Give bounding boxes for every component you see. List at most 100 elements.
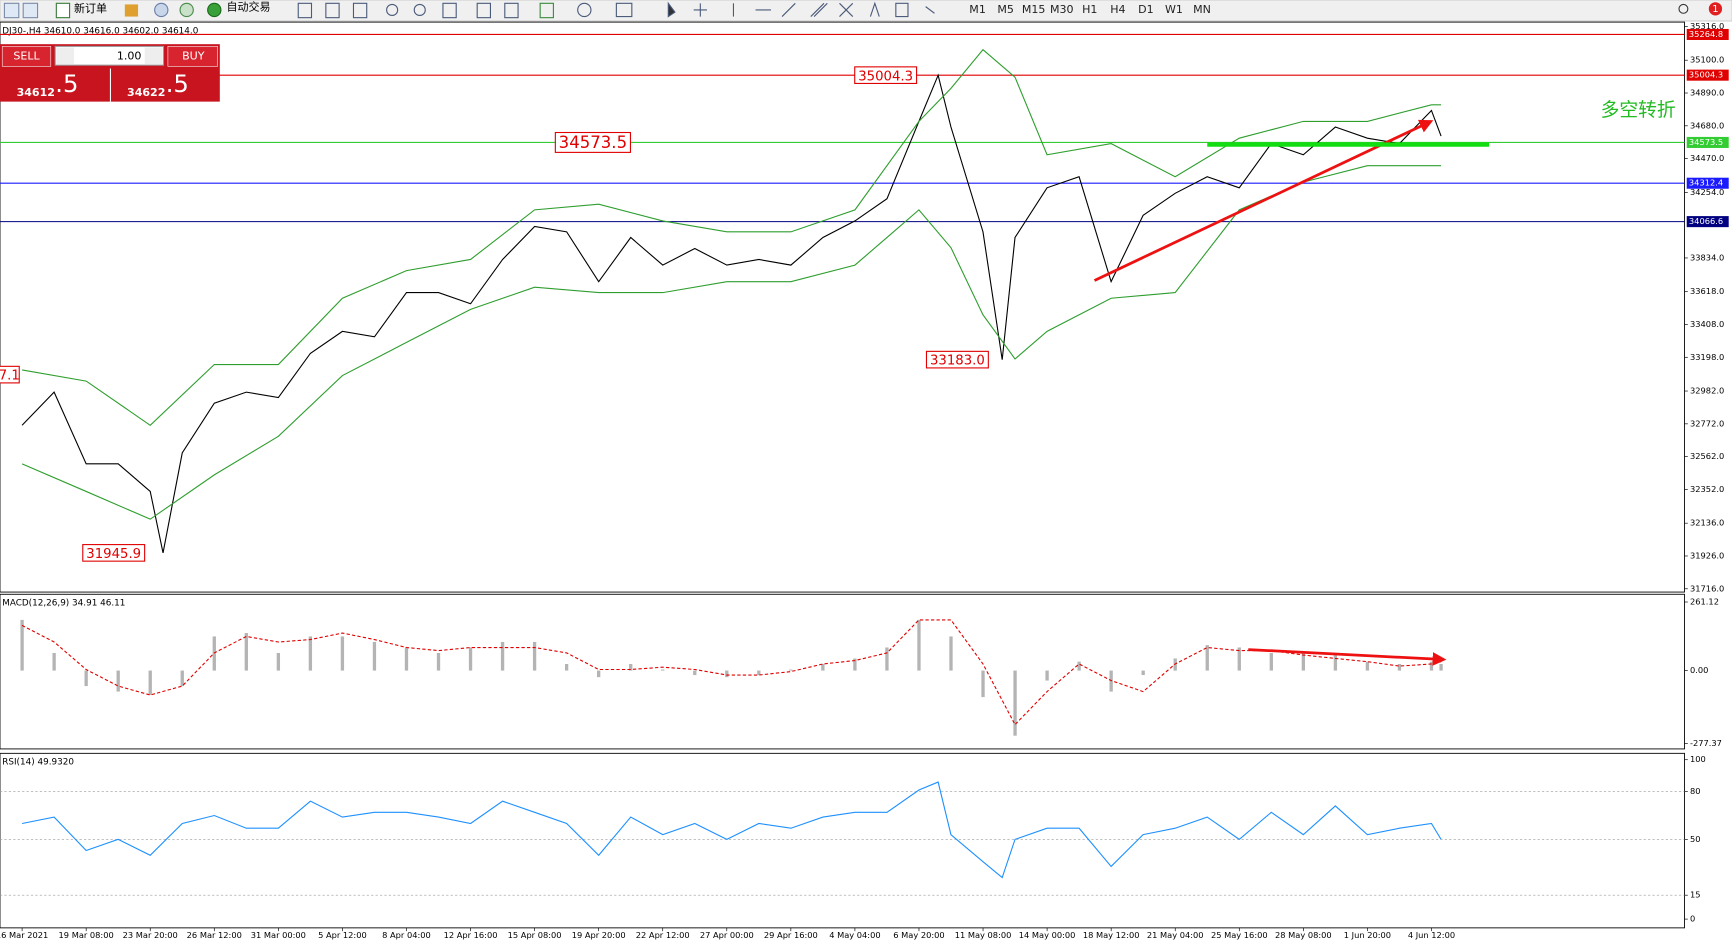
sell-button[interactable] [1, 46, 52, 67]
histogram-bar [436, 652, 441, 671]
buy-button[interactable] [167, 46, 218, 67]
price-annotation-box [82, 544, 146, 562]
trendline[interactable] [781, 2, 796, 17]
icon[interactable] [154, 2, 169, 18]
price-tag-label: 34573.5 [1689, 137, 1723, 147]
histogram-bar [1205, 645, 1209, 671]
new-order-button[interactable]: 新订单 [74, 1, 107, 15]
shapes[interactable] [925, 6, 935, 14]
notification-badge[interactable] [1708, 2, 1723, 16]
y-tick-label: 100 [1690, 754, 1706, 764]
y-tick-label: 34470.0 [1690, 153, 1724, 163]
x-tick-label: 19 Apr 20:00 [572, 930, 626, 940]
histogram-bar [789, 669, 793, 671]
histogram-bar [564, 664, 569, 671]
y-tick-label: 0 [1690, 914, 1695, 924]
x-tick-label: 31 Mar 00:00 [251, 930, 306, 940]
histogram-bar [693, 670, 697, 676]
timeframe-button[interactable]: MN [1193, 3, 1211, 16]
zoom-in[interactable] [386, 3, 399, 17]
icon[interactable] [22, 2, 39, 19]
histogram-bar [1365, 661, 1370, 671]
x-tick-label: 12 Apr 16:00 [444, 930, 498, 940]
side-note: 多空转折 [1601, 99, 1676, 121]
icon[interactable] [3, 2, 20, 19]
icon[interactable] [325, 2, 340, 19]
timeframe-button[interactable]: D1 [1138, 3, 1154, 16]
icon[interactable] [476, 2, 491, 19]
histogram-bar [597, 670, 601, 678]
indicators[interactable] [539, 2, 554, 19]
volume-value[interactable]: 1.00 [117, 49, 142, 62]
y-tick-label: 31716.0 [1690, 583, 1724, 593]
crosshair[interactable] [693, 3, 707, 17]
timeframe-button[interactable]: M15 [1022, 3, 1046, 16]
buy-price[interactable]: 34622 [127, 86, 165, 99]
timeframe-button[interactable]: M1 [969, 3, 986, 16]
icon[interactable] [442, 2, 457, 19]
templates[interactable] [615, 2, 633, 18]
fibo[interactable] [839, 2, 854, 17]
macd-panel [0, 593, 1685, 750]
search[interactable] [1678, 3, 1689, 14]
histogram-bar [757, 670, 761, 676]
x-tick-label: 6 May 20:00 [893, 930, 944, 940]
histogram-bar [20, 619, 24, 671]
histogram-bar [244, 633, 248, 671]
volume-down[interactable] [56, 47, 75, 65]
text[interactable] [869, 1, 880, 17]
sell-label[interactable]: SELL [13, 49, 40, 62]
x-tick-label: 5 Apr 12:00 [318, 930, 367, 940]
buy-price-pips[interactable]: .5 [166, 69, 189, 98]
zoom-out[interactable] [413, 3, 426, 17]
icon[interactable] [297, 2, 313, 19]
y-tick-label: 33618.0 [1690, 286, 1724, 296]
volume-up[interactable] [144, 47, 163, 65]
icon[interactable] [352, 2, 368, 19]
x-tick-label: 28 May 08:00 [1275, 930, 1332, 940]
auto-trading-button[interactable]: 自动交易 [226, 0, 270, 14]
tool-icons [297, 1, 935, 19]
timeframe-button[interactable]: M30 [1050, 3, 1074, 16]
timeframe-button[interactable]: M5 [997, 3, 1014, 16]
toolbar: 新订单 自动交易 [0, 0, 1732, 22]
main-panel [0, 21, 1685, 593]
icon[interactable] [124, 4, 139, 17]
icon[interactable] [179, 2, 194, 18]
label[interactable] [895, 2, 909, 18]
price-annotation: 31945.9 [86, 547, 141, 562]
volume-input[interactable] [54, 45, 165, 66]
new-order-icon[interactable] [55, 2, 71, 19]
histogram-bar [1397, 664, 1402, 671]
price-annotation-box [925, 350, 989, 369]
sell-price[interactable]: 34612 [17, 86, 55, 99]
price-tag-label: 35264.8 [1689, 29, 1723, 39]
cursor[interactable] [667, 1, 676, 18]
y-tick-label: 33834.0 [1690, 252, 1724, 262]
price-tag-label: 34312.4 [1689, 178, 1723, 188]
channel[interactable] [810, 2, 828, 17]
histogram-bar [84, 670, 88, 687]
price-annotation: 33183.0 [930, 354, 985, 369]
y-tick-label: 34680.0 [1690, 120, 1724, 130]
histogram-bar [853, 658, 857, 671]
histogram-bar [661, 669, 665, 671]
timeframe-button[interactable]: H1 [1082, 3, 1097, 16]
histogram-bar [1333, 652, 1338, 671]
timeframe-button[interactable]: W1 [1165, 3, 1183, 16]
buy-label[interactable]: BUY [182, 49, 205, 62]
histogram-bar [532, 641, 537, 671]
x-tick-label: 16 Mar 2021 [0, 930, 48, 940]
sell-price-pips[interactable]: .5 [55, 69, 78, 98]
histogram-bar [725, 670, 729, 678]
y-tick-label: 32772.0 [1690, 418, 1724, 428]
periods[interactable] [577, 2, 592, 18]
y-tick-label: 261.12 [1690, 597, 1719, 607]
timeframe-button[interactable]: H4 [1110, 3, 1125, 16]
icon[interactable] [504, 2, 519, 19]
y-tick-label: 32562.0 [1690, 451, 1724, 461]
y-tick-label: 80 [1690, 786, 1701, 796]
auto-trading-icon[interactable] [207, 2, 222, 18]
histogram-bar [308, 636, 313, 671]
